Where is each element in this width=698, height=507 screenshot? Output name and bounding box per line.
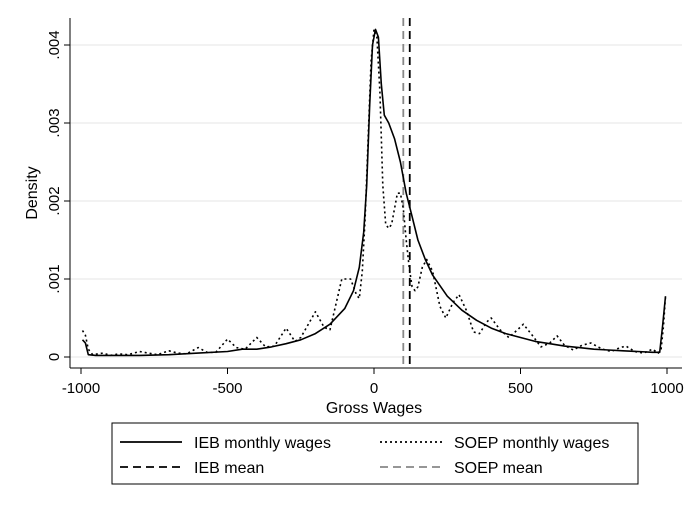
x-tick-label: 500 xyxy=(508,380,533,397)
legend-label-ieb-monthly-wages: IEB monthly wages xyxy=(194,435,331,452)
x-tick-label: 0 xyxy=(370,380,378,397)
legend: IEB monthly wages SOEP monthly wages IEB m… xyxy=(111,422,639,485)
series-lines xyxy=(81,28,667,357)
legend-label-soep-monthly-wages: SOEP monthly wages xyxy=(454,435,609,452)
legend-box xyxy=(111,422,639,485)
y-tick-label: .004 xyxy=(46,30,63,59)
soep-monthly-wages-line xyxy=(81,28,667,357)
y-axis-title: Density xyxy=(24,166,41,219)
y-tick-label: .003 xyxy=(46,108,63,137)
x-axis-title: Gross Wages xyxy=(326,400,422,417)
legend-label-ieb-mean: IEB mean xyxy=(194,460,264,477)
legend-label-soep-mean: SOEP mean xyxy=(454,460,543,477)
gridlines xyxy=(70,44,682,358)
y-tick-label: .002 xyxy=(46,186,63,215)
x-tick-label: -500 xyxy=(212,380,242,397)
ticks: 0 .001 .002 .003 .004 -1000 -500 0 500 1000 xyxy=(46,30,684,397)
axes xyxy=(69,18,682,369)
y-tick-label: .001 xyxy=(46,264,63,293)
ieb-monthly-wages-line xyxy=(81,28,667,357)
x-tick-label: -1000 xyxy=(62,380,100,397)
y-tick-label: 0 xyxy=(46,353,63,361)
reference-lines xyxy=(402,18,411,368)
x-tick-label: 1000 xyxy=(650,380,683,397)
